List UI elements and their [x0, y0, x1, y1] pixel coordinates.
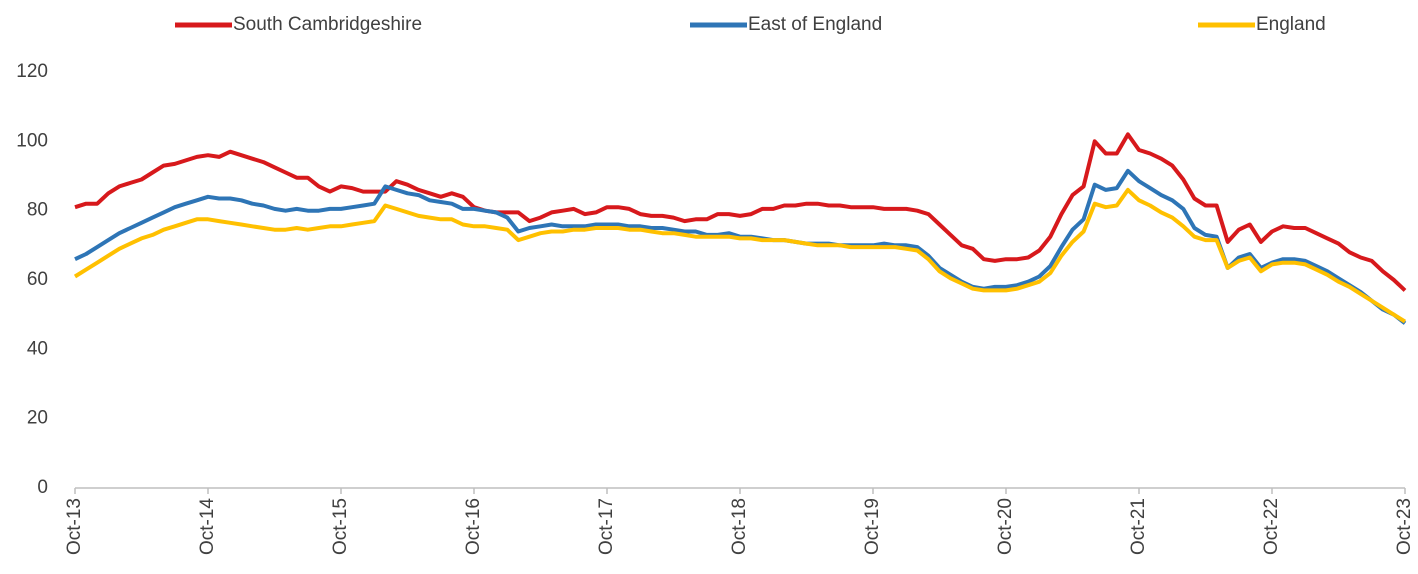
y-tick-label: 40 [27, 338, 48, 359]
x-tick-label: Oct-19 [862, 498, 883, 555]
x-tick-label: Oct-20 [995, 498, 1016, 555]
legend-label: South Cambridgeshire [233, 14, 422, 35]
x-tick-label: Oct-23 [1394, 498, 1415, 555]
y-tick-label: 60 [27, 269, 48, 290]
y-tick-label: 0 [37, 477, 48, 498]
x-tick-label: Oct-13 [64, 498, 85, 555]
series-line [74, 132, 1407, 292]
y-tick-label: 80 [27, 200, 48, 221]
x-tick-label: Oct-17 [596, 498, 617, 555]
legend-label: East of England [748, 14, 882, 35]
y-tick-label: 100 [16, 130, 48, 151]
y-tick-label: 120 [16, 61, 48, 82]
series-line [74, 168, 1407, 325]
x-tick-label: Oct-14 [197, 498, 218, 555]
x-tick-label: Oct-15 [330, 498, 351, 555]
x-tick-label: Oct-16 [463, 498, 484, 555]
x-tick-label: Oct-22 [1261, 498, 1282, 555]
legend-label: England [1256, 14, 1326, 35]
x-tick-label: Oct-18 [729, 498, 750, 555]
x-tick-label: Oct-21 [1128, 498, 1149, 555]
series-line [73, 187, 1407, 324]
y-tick-label: 20 [27, 408, 48, 429]
